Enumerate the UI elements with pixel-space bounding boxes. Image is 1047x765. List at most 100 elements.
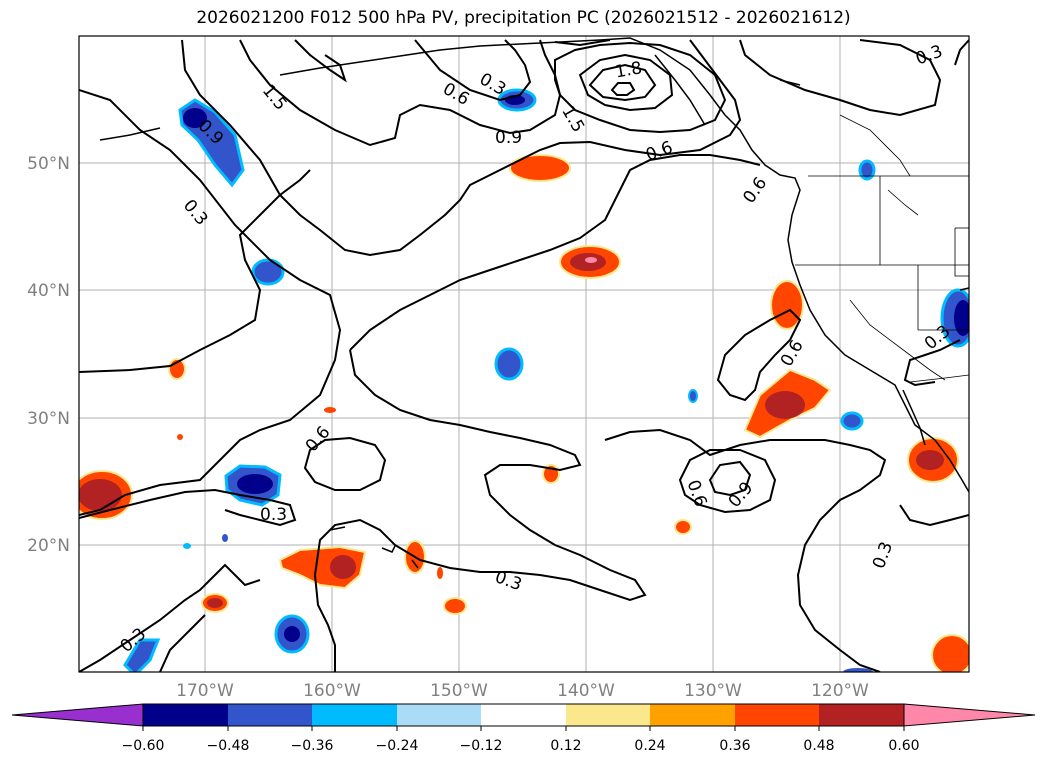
contour-line <box>903 339 961 387</box>
map-title: 2026021200 F012 500 hPa PV, precipitatio… <box>196 8 851 28</box>
colorbar-tick-label: 0.60 <box>888 738 919 754</box>
negative-blob <box>284 626 300 642</box>
lon-label: 160°W <box>303 681 361 701</box>
contour-label: 0.9 <box>495 128 522 148</box>
contour-label: 0.3 <box>260 505 287 525</box>
contour-label: 0.3 <box>869 539 897 571</box>
precip-blob <box>324 407 336 413</box>
lat-label: 40°N <box>27 281 70 301</box>
colorbar-tick-label: 0.36 <box>719 738 750 754</box>
contour-line <box>610 82 636 96</box>
negative-blob <box>858 159 876 181</box>
political-borders <box>795 114 969 383</box>
precip-blob <box>79 479 122 511</box>
colorbar: −0.60 −0.48 −0.36 −0.24 −0.12 0.12 0.24 … <box>11 703 1036 754</box>
contour-label: 0.3 <box>179 196 212 230</box>
contour-line <box>716 308 802 402</box>
contour-line <box>303 436 387 491</box>
precip-blob <box>585 257 597 263</box>
contour-label: 0.9 <box>725 478 758 512</box>
colorbar-segment <box>143 704 228 726</box>
colorbar-tick-label: 0.24 <box>634 738 665 754</box>
negative-blob <box>494 347 524 381</box>
colorbar-extend-high <box>903 703 1036 727</box>
negative-blob <box>843 668 873 672</box>
contour-line <box>899 504 969 527</box>
contour-label: 0.3 <box>492 567 524 595</box>
colorbar-segment <box>397 704 481 726</box>
contour-line <box>554 41 727 134</box>
contour-line <box>414 39 532 102</box>
negative-blob <box>251 258 285 286</box>
colorbar-segment <box>650 704 735 726</box>
colorbar-segment <box>819 704 904 726</box>
colorbar-frame <box>142 703 905 727</box>
negative-blob <box>237 474 273 494</box>
colorbar-tick-label: −0.60 <box>122 738 165 754</box>
colorbar-extend-low <box>11 703 144 727</box>
colorbar-tick-label: −0.48 <box>207 738 250 754</box>
colorbar-tick-label: 0.12 <box>550 738 581 754</box>
contour-label: 0.3 <box>913 41 945 69</box>
lat-labels: 50°N 40°N 30°N 20°N <box>27 154 70 556</box>
contour-line <box>604 428 887 672</box>
contour-line <box>678 449 777 514</box>
precip-blob <box>207 598 223 608</box>
contour-label: 0.6 <box>643 138 675 166</box>
negative-blob <box>183 108 207 128</box>
precip-blob <box>770 280 804 330</box>
negative-blob <box>840 411 864 431</box>
contour-line <box>554 39 611 47</box>
colorbar-segment <box>481 704 566 726</box>
contour-line <box>159 614 206 672</box>
precip-negative-regions <box>123 88 969 672</box>
contour-line <box>79 89 342 516</box>
contour-label: 0.6 <box>739 174 771 208</box>
map-frame <box>78 35 970 673</box>
colorbar-segment <box>735 704 819 726</box>
precip-blob <box>509 154 571 182</box>
negative-blob <box>222 534 228 542</box>
colorbar-tick-label: −0.36 <box>291 738 334 754</box>
lon-labels: 170°W 160°W 150°W 140°W 130°W 120°W <box>176 681 869 701</box>
contour-label: 1.8 <box>614 58 644 82</box>
lon-label: 150°W <box>430 681 488 701</box>
map-plot-area: 1.8 0.6 0.3 1.5 0.9 0.6 1.5 0.9 0.3 0.3 … <box>79 36 969 672</box>
lat-label: 50°N <box>27 154 70 174</box>
colorbar-tick-label: −0.12 <box>460 738 503 754</box>
contour-line <box>349 154 761 351</box>
lon-label: 130°W <box>684 681 742 701</box>
colorbar-tick-labels: −0.60 −0.48 −0.36 −0.24 −0.12 0.12 0.24 … <box>122 738 920 754</box>
colorbar-tick-label: 0.48 <box>803 738 834 754</box>
contour-label: 1.5 <box>557 103 588 136</box>
contour-label: 0.6 <box>777 337 808 370</box>
lon-label: 120°W <box>811 681 869 701</box>
negative-blob <box>954 300 969 336</box>
precip-blob <box>916 450 944 470</box>
pv-contours <box>79 39 969 672</box>
lon-label: 140°W <box>557 681 615 701</box>
colorbar-ticks <box>142 726 905 731</box>
contour-line <box>588 63 657 102</box>
precip-blob <box>177 434 183 440</box>
precip-blob <box>443 597 467 615</box>
lat-label: 30°N <box>27 409 70 429</box>
precip-blob <box>931 634 969 672</box>
contour-label: 0.6 <box>683 477 711 509</box>
colorbar-tick-label: −0.24 <box>376 738 419 754</box>
colorbar-segment <box>566 704 650 726</box>
contour-line <box>739 39 942 117</box>
negative-blob <box>688 389 698 403</box>
contour-line <box>578 53 674 112</box>
contour-label: 0.6 <box>439 79 472 110</box>
contour-line <box>294 39 347 83</box>
negative-blob <box>123 638 161 672</box>
contour-label: 0.6 <box>302 423 335 457</box>
lon-label: 170°W <box>176 681 234 701</box>
negative-blob <box>183 543 191 549</box>
contour-labels: 1.8 0.6 0.3 1.5 0.9 0.6 1.5 0.9 0.3 0.3 … <box>117 41 955 656</box>
contour-label: 1.5 <box>258 81 291 115</box>
precip-blob <box>674 519 692 535</box>
contour-line <box>79 563 261 672</box>
